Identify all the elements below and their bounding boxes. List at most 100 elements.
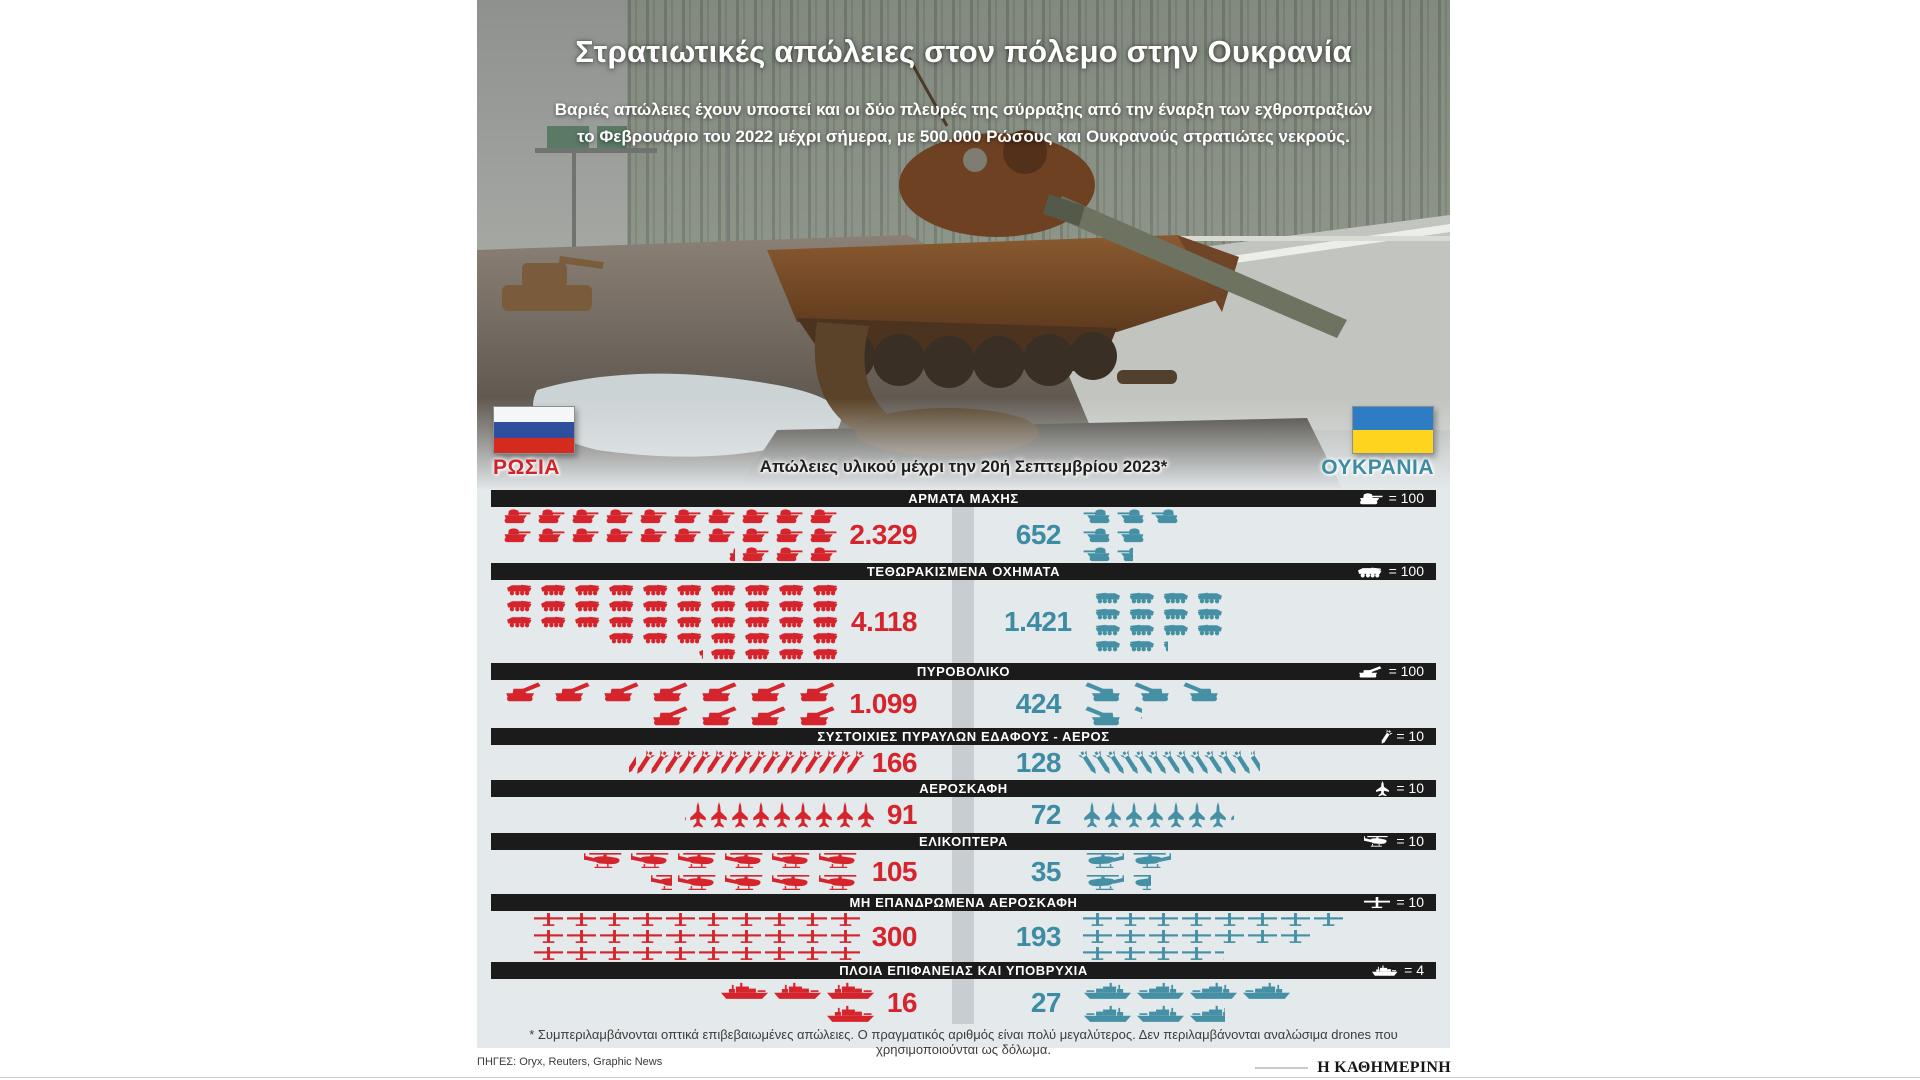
artillery-icon	[1357, 665, 1383, 678]
missile-icon	[1078, 749, 1096, 776]
ukraine-half: 72	[1004, 797, 1436, 833]
apc-icon	[1094, 623, 1121, 636]
russia-half: 4.118	[491, 580, 918, 663]
drone-icon	[566, 946, 596, 961]
drone-icon-grid-ru	[533, 912, 860, 961]
russia-value: 2.329	[849, 519, 917, 550]
apc-icon	[1128, 607, 1155, 620]
ukraine-value: 128	[1015, 746, 1062, 778]
ukraine-flag	[1352, 406, 1434, 454]
ukraine-flag-yellow-stripe	[1353, 430, 1433, 453]
apc-icon	[608, 615, 635, 628]
jet-icon	[773, 801, 791, 829]
apc-icon	[642, 615, 669, 628]
jet-icon	[1083, 801, 1101, 829]
category-bar: ΠΥΡΟΒΟΛΙΚΟ = 100	[491, 663, 1436, 680]
helicopter-icon	[1083, 852, 1124, 870]
russia-value: 1.099	[849, 688, 917, 719]
category-legend: = 100	[1357, 563, 1424, 580]
ukraine-value: 652	[1015, 519, 1062, 550]
russia-flag	[493, 406, 575, 454]
apc-icon	[676, 583, 703, 596]
helicopter-icon-grid-ru	[583, 852, 860, 892]
jet-icon	[1167, 801, 1185, 829]
helicopter-icon	[1364, 835, 1390, 848]
apc-icon	[608, 599, 635, 612]
missile-icon	[818, 749, 837, 776]
tank-icon	[671, 508, 701, 524]
tank-icon	[603, 508, 633, 524]
drone-icon	[665, 946, 695, 961]
icon-row	[1083, 801, 1234, 829]
apc-icon	[710, 647, 737, 660]
drone-icon	[1182, 946, 1211, 961]
missile-icon	[664, 749, 683, 776]
drone-icon	[764, 912, 794, 927]
apc-icon-grid-ua	[1094, 591, 1223, 652]
missile-icon	[720, 749, 739, 776]
drone-icon	[632, 929, 662, 944]
category-label: ΑΡΜΑΤΑ ΜΑΧΗΣ	[908, 491, 1019, 506]
ship-icon	[1189, 982, 1237, 1001]
apc-icon	[540, 583, 567, 596]
brand-rule	[1255, 1067, 1309, 1069]
ship-icon	[1136, 1005, 1184, 1024]
helicopter-icon	[724, 874, 766, 892]
jet-icon	[1188, 801, 1206, 829]
missile-icon	[678, 749, 697, 776]
icon-row	[1083, 546, 1133, 562]
helicopter-icon-grid-ua	[1083, 852, 1171, 892]
drone-icon	[1248, 929, 1277, 944]
tank-icon	[739, 527, 769, 543]
jet-icon	[731, 801, 749, 829]
artillery-icon	[797, 682, 837, 702]
missile-icon	[804, 749, 823, 776]
icon-row	[583, 852, 860, 870]
apc-icon	[778, 615, 805, 628]
apc-icon	[642, 599, 669, 612]
ukraine-value: 35	[1030, 856, 1062, 887]
artillery-icon	[699, 682, 739, 702]
tank-icon	[1357, 492, 1383, 505]
apc-icon-partial	[1162, 639, 1168, 652]
legend-scale: = 4	[1404, 962, 1424, 978]
icon-row	[503, 682, 837, 702]
missile-icon	[790, 749, 809, 776]
missile-icon	[636, 749, 655, 776]
category-legend: = 100	[1357, 663, 1424, 680]
category-bar: ΤΕΘΩΡΑΚΙΣΜΕΝΑ ΟΧΗΜΑΤΑ = 100	[491, 563, 1436, 580]
apc-icon	[1094, 607, 1121, 620]
tank-icon	[1083, 527, 1113, 543]
icon-row	[506, 599, 839, 612]
drone-icon	[533, 946, 563, 961]
apc-icon	[1357, 566, 1383, 578]
category-label: ΕΛΙΚΟΠΤΕΡΑ	[919, 834, 1008, 849]
drone-icon	[1281, 912, 1310, 927]
ship-icon	[773, 982, 822, 1001]
icon-row	[1083, 1005, 1225, 1024]
apc-icon	[506, 615, 533, 628]
category-label: ΑΕΡΟΣΚΑΦΗ	[919, 781, 1008, 796]
icon-row	[1094, 639, 1168, 652]
ship-icon	[720, 982, 769, 1001]
missile-icon	[762, 749, 781, 776]
drone-icon	[1116, 912, 1145, 927]
icon-row	[1094, 623, 1223, 636]
tank-icon	[773, 508, 803, 524]
category-label: ΠΥΡΟΒΟΛΙΚΟ	[916, 664, 1011, 679]
drone-icon	[665, 912, 695, 927]
category-legend: = 100	[1357, 490, 1424, 507]
drone-icon	[533, 929, 563, 944]
artillery-icon	[601, 682, 641, 702]
category-bar: ΠΛΟΙΑ ΕΠΙΦΑΝΕΙΑΣ ΚΑΙ ΥΠΟΒΡΥΧΙΑ = 4	[491, 962, 1436, 979]
artillery-icon-partial	[650, 706, 690, 726]
tank-icon	[807, 527, 837, 543]
icon-row	[1083, 912, 1343, 927]
missile-icon	[1148, 749, 1166, 776]
ukraine-half: 424	[1004, 680, 1436, 728]
icon-row	[533, 912, 860, 927]
drone-icon	[665, 929, 695, 944]
russia-value: 16	[886, 986, 918, 1018]
russia-value: 300	[871, 920, 918, 952]
russia-half: 1.099	[491, 680, 917, 728]
